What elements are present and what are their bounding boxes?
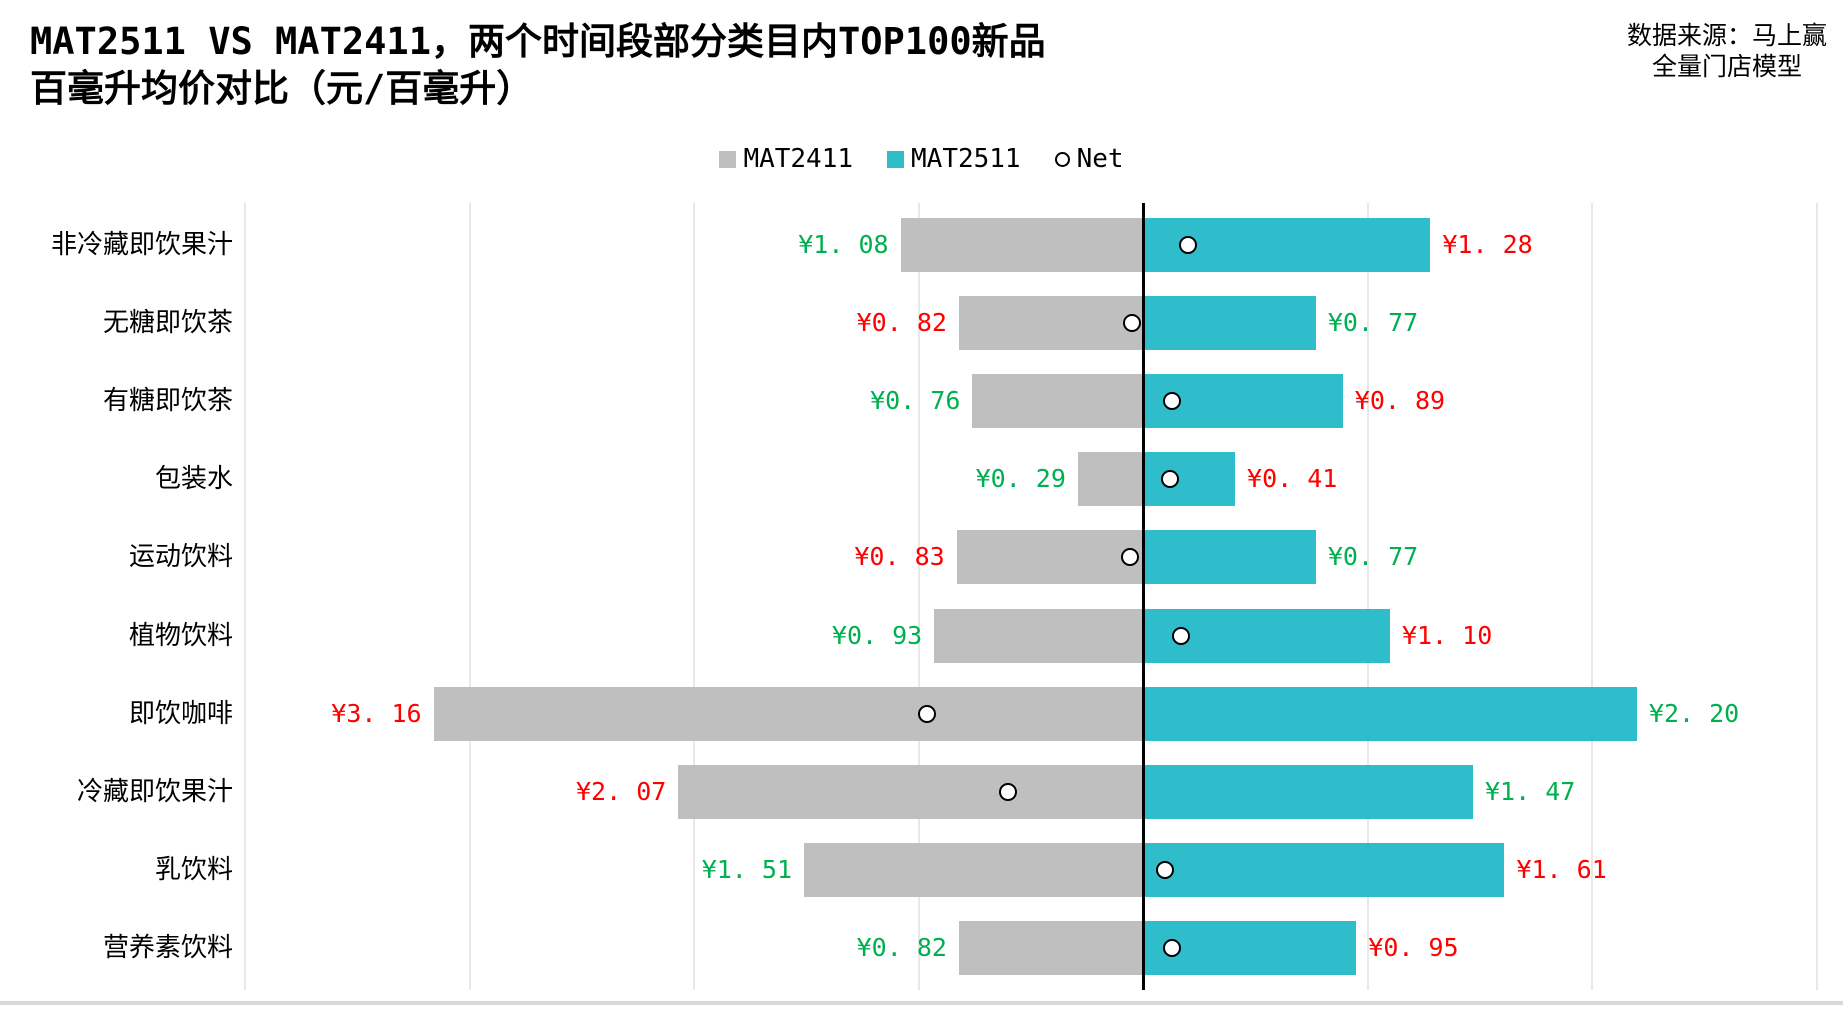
value-label-mat2511: ¥1. 10 (1401, 620, 1493, 650)
gridline (693, 203, 695, 990)
value-label-mat2411: ¥0. 82 (856, 308, 947, 338)
bar-mat2411 (1077, 452, 1143, 507)
bar-mat2511 (1143, 764, 1473, 819)
net-marker (1160, 470, 1179, 489)
value-label-mat2511: ¥0. 77 (1327, 308, 1419, 338)
value-label-mat2411: ¥1. 51 (701, 854, 793, 884)
bar-mat2411 (678, 764, 1143, 819)
legend-item-mat2411: MAT2411 (719, 144, 853, 174)
category-label: 非冷藏即饮果汁 (50, 230, 233, 260)
value-label-mat2511: ¥2. 20 (1648, 698, 1740, 728)
center-axis-line (1141, 203, 1145, 990)
value-label-mat2411: ¥0. 82 (856, 932, 947, 962)
category-label: 无糖即饮茶 (102, 308, 233, 339)
bar-mat2511 (1143, 686, 1637, 741)
value-label-mat2511: ¥0. 77 (1327, 542, 1419, 572)
bar-mat2411 (934, 608, 1143, 663)
bar-mat2411 (972, 374, 1143, 429)
chart-title: MAT2511 VS MAT2411，两个时间段部分类目内TOP100新品 百毫… (30, 18, 1046, 112)
value-label-mat2511: ¥1. 61 (1516, 854, 1607, 884)
net-marker (1178, 236, 1197, 254)
net-marker (918, 704, 937, 723)
bar-mat2411 (804, 842, 1143, 897)
gridline (468, 203, 471, 990)
bar-mat2511 (1143, 842, 1505, 897)
value-label-mat2411: ¥1. 08 (798, 230, 889, 259)
net-marker (1120, 548, 1139, 567)
legend-item-mat2511: MAT2511 (887, 144, 1021, 174)
mat2511-swatch-icon (887, 150, 905, 168)
data-source-note: 数据来源：马上赢 全量门店模型 (1627, 20, 1827, 82)
category-label: 冷藏即饮果汁 (76, 776, 233, 807)
bar-mat2411 (958, 296, 1143, 351)
chart-title-line2: 百毫升均价对比（元/百毫升） (30, 67, 534, 110)
bar-mat2411 (433, 686, 1143, 741)
chart-title-line1: MAT2511 VS MAT2411，两个时间段部分类目内TOP100新品 (30, 20, 1046, 63)
legend-item-net: Net (1054, 144, 1124, 174)
net-marker (1156, 860, 1175, 879)
net-marker (1163, 938, 1182, 957)
category-label: 运动饮料 (128, 542, 233, 573)
legend-label-mat2511: MAT2511 (911, 144, 1021, 174)
legend: MAT2411 MAT2511 Net (0, 144, 1843, 174)
net-marker (1163, 392, 1182, 411)
gridline (1366, 203, 1369, 990)
legend-label-mat2411: MAT2411 (743, 144, 854, 174)
value-label-mat2411: ¥3. 16 (331, 698, 422, 728)
bar-mat2511 (1143, 530, 1316, 585)
value-label-mat2411: ¥0. 93 (831, 620, 923, 650)
value-label-mat2511: ¥0. 41 (1247, 464, 1338, 494)
value-label-mat2511: ¥0. 95 (1368, 932, 1459, 962)
category-label: 包装水 (154, 464, 233, 495)
net-marker-icon (1054, 151, 1070, 167)
value-label-mat2411: ¥2. 07 (575, 776, 667, 806)
gridline (1815, 203, 1818, 990)
category-label: 有糖即饮茶 (102, 386, 233, 417)
gridline (1591, 203, 1593, 990)
bar-mat2511 (1143, 452, 1236, 507)
data-source-line2: 全量门店模型 (1651, 52, 1802, 81)
bar-mat2411 (958, 920, 1143, 975)
category-label: 植物饮料 (128, 620, 233, 651)
net-marker (999, 782, 1018, 801)
category-label: 即饮咖啡 (128, 698, 233, 729)
value-label-mat2411: ¥0. 29 (975, 464, 1066, 494)
bottom-separator (0, 1001, 1843, 1005)
mat2411-swatch-icon (719, 150, 737, 168)
value-label-mat2411: ¥0. 83 (854, 542, 945, 572)
bar-mat2411 (900, 218, 1143, 272)
value-label-mat2511: ¥1. 47 (1485, 776, 1576, 806)
bar-mat2511 (1143, 296, 1316, 351)
category-label: 乳饮料 (154, 854, 233, 885)
data-source-line1: 数据来源：马上赢 (1626, 21, 1827, 50)
bar-mat2411 (956, 530, 1143, 585)
gridline (244, 203, 246, 990)
legend-label-net: Net (1076, 144, 1124, 174)
net-marker (1172, 626, 1191, 645)
value-label-mat2511: ¥0. 89 (1354, 386, 1446, 416)
category-label: 营养素饮料 (102, 932, 233, 963)
net-marker (1122, 314, 1141, 333)
gridline (917, 203, 920, 990)
value-label-mat2511: ¥1. 28 (1442, 230, 1533, 259)
value-label-mat2411: ¥0. 76 (870, 386, 961, 416)
